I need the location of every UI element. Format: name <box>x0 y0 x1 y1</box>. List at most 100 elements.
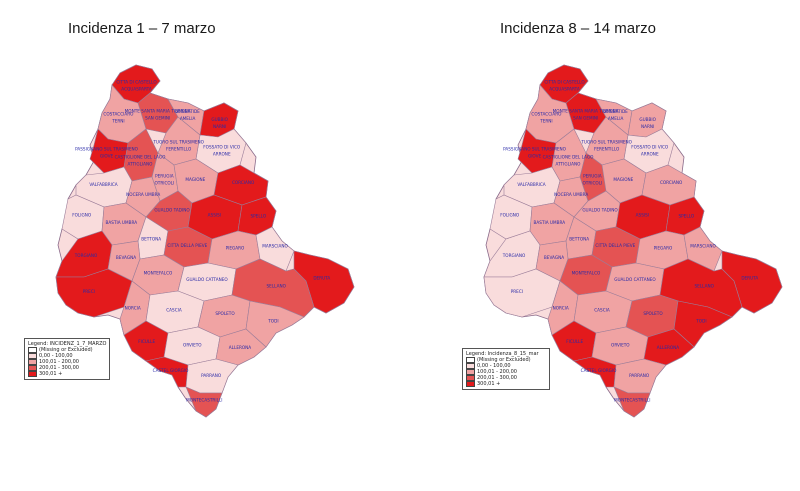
municipality-label: TORGIANO <box>74 253 98 258</box>
legend-label: 100,01 - 200,00 <box>477 369 517 375</box>
municipality-label: CASCIA <box>594 307 610 312</box>
municipality-label: PIEGARO <box>226 245 245 250</box>
municipality-polygon <box>145 356 189 388</box>
municipality-label: PARRANO <box>201 373 222 378</box>
municipality-label: OTRICOLI <box>155 180 175 185</box>
municipality-label: UMBERTIDE <box>175 109 200 114</box>
municipality-label: AMELIA <box>608 116 624 121</box>
legend-label: (Missing or Excluded) <box>39 347 93 353</box>
municipality-label: PARRANO <box>629 373 650 378</box>
municipality-label: SPOLETO <box>215 311 235 316</box>
municipality-label: GIOVE <box>100 154 114 159</box>
municipality-label: SELLANO <box>695 284 715 289</box>
municipality-label: PIEGARO <box>654 245 673 250</box>
legend-item: 0,00 - 100,00 <box>466 363 546 369</box>
municipality-label: GIOVE <box>528 154 542 159</box>
legend-item: 200,01 - 300,00 <box>466 375 546 381</box>
municipality-label: COSTACCIARO <box>103 111 134 116</box>
municipality-label: NARNI <box>641 124 654 129</box>
municipality-label: GUALDO CATTANEO <box>614 277 656 282</box>
municipality-label: PRECI <box>83 289 95 294</box>
municipality-polygon <box>483 268 561 318</box>
municipality-label: ARRONE <box>641 152 659 157</box>
municipality-label: COSTACCIARO <box>531 111 562 116</box>
municipality-label: ORVIETO <box>611 342 630 347</box>
municipality-label: FICULLE <box>566 339 583 344</box>
municipality-label: ACQUASPARTA <box>549 87 580 92</box>
municipality-label: GUBBIO <box>639 117 656 122</box>
legend-label: 100,01 - 200,00 <box>39 359 79 365</box>
municipality-label: ATTIGLIANO <box>128 161 154 166</box>
municipality-label: ASSISI <box>636 213 649 218</box>
municipality-label: TUORO SUL TRASIMENO <box>152 140 204 145</box>
municipality-polygon <box>573 356 617 388</box>
municipality-label: GUALDO TADINO <box>582 208 618 213</box>
map-region-group: CITTA DI CASTELLO MONTE SANTA MARIA TIBER… <box>483 64 783 418</box>
municipality-label: PRECI <box>511 289 523 294</box>
legend-label: 0,00 - 100,00 <box>39 353 73 359</box>
municipality-label: BASTIA UMBRA <box>534 220 566 225</box>
legend-item: 300,01 + <box>466 381 546 387</box>
municipality-label: MONTECASTRILLI <box>186 398 222 403</box>
legend-label: (Missing or Excluded) <box>477 357 531 363</box>
municipality-label: UMBERTIDE <box>603 109 628 114</box>
municipality-label: CITTA DI CASTELLO <box>116 80 157 85</box>
municipality-label: BETTONA <box>141 237 161 242</box>
municipality-label: MONTE SANTA MARIA TIBERINA <box>125 108 191 113</box>
municipality-polygon <box>55 268 133 318</box>
municipality-label: FERENTILLO <box>166 147 192 152</box>
municipality-label: PASSIGNANO SUL TRASIMENO <box>503 147 567 152</box>
municipality-label: CASTEL GIORGIO <box>581 368 617 373</box>
municipality-label: NOCERA UMBRA <box>554 192 588 197</box>
legend-item: 100,01 - 200,00 <box>466 369 546 375</box>
municipality-label: ACQUASPARTA <box>121 87 152 92</box>
municipality-label: ASSISI <box>208 213 221 218</box>
legend-item: 0,00 - 100,00 <box>28 353 106 359</box>
municipality-label: CITTA DI CASTELLO <box>544 80 585 85</box>
municipality-label: TORGIANO <box>502 253 526 258</box>
municipality-label: BEVAGNA <box>116 255 136 260</box>
municipality-label: DERUTA <box>741 275 758 280</box>
legend-swatch <box>466 369 475 375</box>
municipality-label: TUORO SUL TRASIMENO <box>580 140 632 145</box>
legend-right: Legend: Incidenza_8_15_mar (Missing or E… <box>462 348 550 390</box>
municipality-label: NORCIA <box>125 306 141 311</box>
umbria-map-left: CITTA DI CASTELLO MONTE SANTA MARIA TIBER… <box>55 64 355 418</box>
municipality-label: VALFABBRICA <box>89 182 117 187</box>
municipality-label: CASCIA <box>166 307 182 312</box>
legend-item: (Missing or Excluded) <box>28 347 106 353</box>
municipality-label: AMELIA <box>180 116 196 121</box>
municipality-label: PERUGIA <box>155 173 174 178</box>
legend-left: Legend: INCIDENZ_1_7_MARZO (Missing or E… <box>24 338 110 380</box>
umbria-map-right: CITTA DI CASTELLO MONTE SANTA MARIA TIBER… <box>483 64 783 418</box>
legend-label: 0,00 - 100,00 <box>477 363 511 369</box>
legend-title: Legend: INCIDENZ_1_7_MARZO <box>28 341 107 347</box>
municipality-label: TERNI <box>539 118 552 123</box>
municipality-label: SELLANO <box>267 284 287 289</box>
legend-item: 200,01 - 300,00 <box>28 365 106 371</box>
legend-title: Legend: Incidenza_8_15_mar <box>466 351 539 357</box>
municipality-label: PASSIGNANO SUL TRASIMENO <box>75 147 139 152</box>
municipality-label: GUBBIO <box>211 117 228 122</box>
municipality-label: FOLIGNO <box>72 213 92 218</box>
municipality-label: ALLERONA <box>229 345 252 350</box>
municipality-label: TERNI <box>111 118 124 123</box>
municipality-label: TODI <box>267 319 278 324</box>
legend-label: 200,01 - 300,00 <box>39 365 79 371</box>
municipality-label: FOSSATO DI VICO <box>203 145 241 150</box>
municipality-label: SPELLO <box>251 214 267 219</box>
legend-swatch <box>466 363 475 369</box>
legend-swatch <box>28 371 37 377</box>
legend-swatch <box>28 347 37 353</box>
legend-label: 200,01 - 300,00 <box>477 375 517 381</box>
municipality-label: CITTA DELLA PIEVE <box>167 243 207 248</box>
municipality-label: SPOLETO <box>643 311 663 316</box>
legend-swatch <box>28 359 37 365</box>
municipality-label: FICULLE <box>138 339 155 344</box>
municipality-label: SPELLO <box>679 214 695 219</box>
municipality-label: GUALDO TADINO <box>154 208 190 213</box>
municipality-label: CASTIGLIONE DEL LAGO <box>115 154 166 159</box>
municipality-polygon <box>613 386 651 418</box>
municipality-label: MONTEFALCO <box>572 271 601 276</box>
municipality-label: OTRICOLI <box>583 180 603 185</box>
